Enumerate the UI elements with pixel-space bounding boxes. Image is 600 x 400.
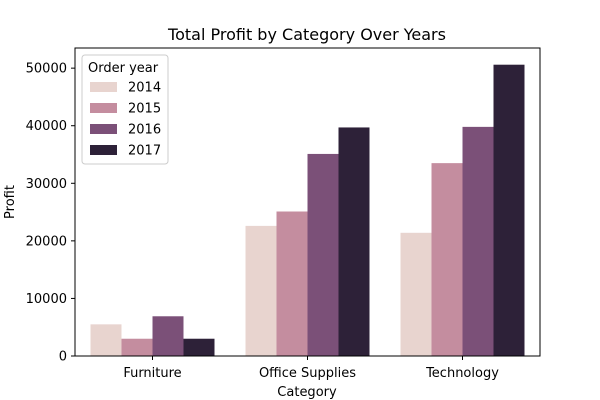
x-axis: Furniture Office Supplies Technology: [123, 356, 499, 381]
y-tick-label: 10000: [26, 292, 67, 307]
bar-office-supplies-2016: [307, 153, 339, 356]
legend-label: 2014: [128, 81, 161, 96]
y-tick-label: 50000: [26, 62, 67, 77]
legend-swatch: [90, 82, 117, 92]
bar-technology-2015: [431, 163, 463, 356]
y-axis-label: Profit: [3, 185, 18, 219]
x-tick-label: Technology: [425, 366, 499, 381]
legend-swatch: [90, 145, 117, 155]
legend-title: Order year: [88, 61, 159, 76]
legend-swatch: [90, 103, 117, 113]
bar-furniture-2014: [90, 324, 122, 356]
y-tick-label: 30000: [26, 177, 67, 192]
x-tick-label: Furniture: [123, 366, 181, 381]
bar-technology-2016: [462, 126, 494, 357]
y-axis: 0 10000 20000 30000 40000 50000: [26, 62, 75, 365]
legend: Order year 2014 2015 2016 2017: [81, 54, 169, 165]
bar-technology-2014: [400, 232, 432, 356]
y-tick-label: 20000: [26, 234, 67, 249]
chart-title: Total Profit by Category Over Years: [167, 25, 446, 44]
x-tick-label: Office Supplies: [259, 366, 356, 381]
bar-office-supplies-2015: [276, 211, 308, 356]
bar-office-supplies-2014: [245, 225, 277, 356]
bar-office-supplies-2017: [338, 127, 370, 356]
legend-label: 2016: [128, 123, 161, 138]
x-axis-label: Category: [277, 385, 337, 400]
legend-swatch: [90, 124, 117, 134]
bar-technology-2017: [493, 64, 525, 356]
legend-label: 2017: [128, 144, 161, 159]
bar-furniture-2016: [152, 316, 184, 356]
legend-entries: 2014 2015 2016 2017: [90, 81, 161, 159]
bar-furniture-2017: [183, 338, 215, 356]
bar-furniture-2015: [121, 338, 153, 356]
y-tick-label: 40000: [26, 119, 67, 134]
bars-group: [90, 64, 525, 357]
y-tick-label: 0: [59, 350, 67, 365]
legend-label: 2015: [128, 102, 161, 117]
